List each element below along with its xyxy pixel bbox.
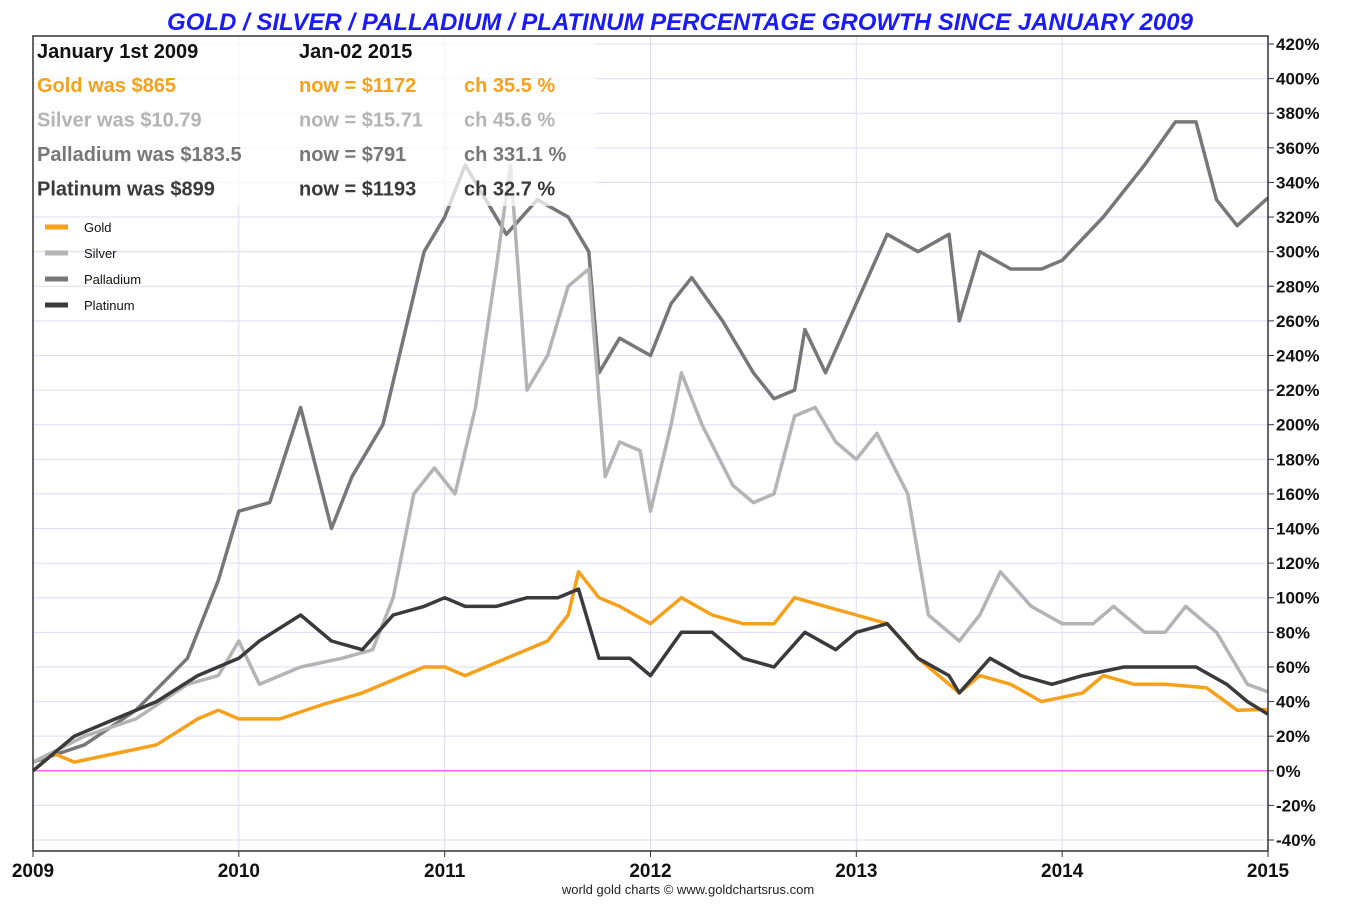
y-tick-label: 20%	[1276, 727, 1310, 746]
info-ch-text: ch 331.1 %	[464, 144, 567, 166]
info-was-text: Platinum was $899	[37, 179, 215, 201]
y-tick-label: 160%	[1276, 485, 1319, 504]
info-was-text: Silver was $10.79	[37, 110, 202, 132]
y-tick-label: 220%	[1276, 381, 1319, 400]
y-tick-label: 300%	[1276, 243, 1319, 262]
info-was-text: Palladium was $183.5	[37, 144, 242, 166]
y-tick-label: 340%	[1276, 173, 1319, 192]
info-now-text: now = $791	[299, 144, 406, 166]
series-line-platinum	[31, 587, 1269, 773]
info-panel: January 1st 2009 Jan-02 2015 Gold was $8…	[37, 41, 567, 201]
y-tick-label: 40%	[1276, 693, 1310, 712]
y-tick-label: 320%	[1276, 208, 1319, 227]
y-tick-label: 140%	[1276, 520, 1319, 539]
series-line-gold	[31, 570, 1269, 773]
y-tick-label: 180%	[1276, 450, 1319, 469]
y-tick-label: 0%	[1276, 762, 1301, 781]
legend: Gold Silver Palladium Platinum	[45, 220, 141, 313]
y-tick-label: -20%	[1276, 796, 1316, 815]
legend-label: Gold	[84, 220, 111, 235]
y-tick-label: 400%	[1276, 70, 1319, 89]
series-line-silver	[32, 163, 1269, 764]
y-tick-label: 360%	[1276, 139, 1319, 158]
info-ch-text: ch 45.6 %	[464, 110, 555, 132]
y-axis: 420% 400% 380% 360% 340% 320% 300% 280% 260% 240%…	[1268, 35, 1319, 850]
footer-credit: world gold charts © www.goldchartsrus.co…	[561, 882, 814, 897]
y-tick-label: 280%	[1276, 277, 1319, 296]
y-tick-label: 420%	[1276, 35, 1319, 54]
legend-label: Platinum	[84, 298, 135, 313]
x-tick-label: 2014	[1041, 861, 1084, 882]
y-tick-label: 100%	[1276, 589, 1319, 608]
legend-label: Palladium	[84, 272, 141, 287]
end-date-label: Jan-02 2015	[299, 41, 412, 63]
x-tick-label: 2011	[424, 861, 466, 882]
chart-title: GOLD / SILVER / PALLADIUM / PLATINUM PER…	[167, 9, 1194, 36]
series-lines	[31, 120, 1270, 773]
info-now-text: now = $15.71	[299, 110, 423, 132]
info-backdrop	[35, 38, 595, 206]
x-tick-label: 2009	[12, 861, 54, 882]
info-ch-text: ch 35.5 %	[464, 75, 555, 97]
y-tick-label: 120%	[1276, 554, 1319, 573]
start-date-label: January 1st 2009	[37, 41, 198, 63]
info-ch-text: ch 32.7 %	[464, 179, 555, 201]
x-tick-label: 2010	[218, 861, 260, 882]
info-now-text: now = $1172	[299, 75, 416, 97]
y-tick-label: 80%	[1276, 623, 1310, 642]
y-tick-label: 260%	[1276, 312, 1319, 331]
x-tick-label: 2015	[1247, 861, 1290, 882]
y-tick-label: 200%	[1276, 416, 1319, 435]
x-tick-label: 2012	[629, 861, 671, 882]
y-tick-label: 60%	[1276, 658, 1310, 677]
x-axis: 2009 2010 2011 2012 2013 2014 2015	[12, 851, 1290, 882]
info-now-text: now = $1193	[299, 179, 416, 201]
y-tick-label: 240%	[1276, 346, 1319, 365]
x-tick-label: 2013	[835, 861, 877, 882]
info-was-text: Gold was $865	[37, 75, 176, 97]
y-tick-label: -40%	[1276, 831, 1316, 850]
legend-label: Silver	[84, 246, 117, 261]
series-line-palladium	[32, 120, 1270, 764]
y-tick-label: 380%	[1276, 104, 1319, 123]
